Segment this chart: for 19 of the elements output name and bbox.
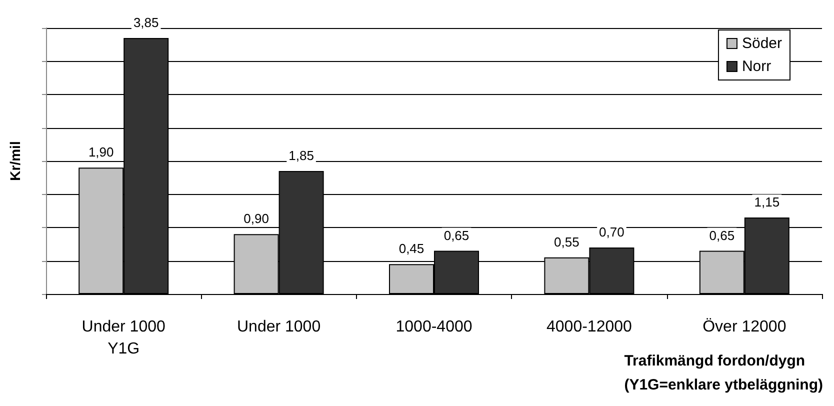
data-label: 1,15 xyxy=(754,194,780,210)
data-label: 1,85 xyxy=(288,148,314,163)
x-axis-title: Trafikmängd fordon/dygn (Y1G=enklare ytbeläggning) xyxy=(624,352,824,394)
data-label: 0,70 xyxy=(599,224,624,240)
data-label: 0,90 xyxy=(244,211,269,226)
data-label: 0,55 xyxy=(554,234,580,250)
y-axis-title: Kr/mil xyxy=(7,141,23,181)
data-label: 0,45 xyxy=(398,241,424,256)
x-tick-label: Under 1000 xyxy=(236,318,321,336)
x-tick-label: Under 1000 Y1G xyxy=(82,318,166,358)
data-label: 0,65 xyxy=(709,228,735,243)
x-tick-label: Över 12000 xyxy=(702,318,786,336)
x-tick-label: 4000-12000 xyxy=(546,318,632,336)
data-label: 1,90 xyxy=(88,144,114,160)
data-label: 3,85 xyxy=(133,14,159,30)
data-label: 0,65 xyxy=(444,228,470,243)
legend-label: Norr xyxy=(742,58,772,75)
x-tick-label: 1000-4000 xyxy=(396,318,472,336)
legend-label: Söder xyxy=(742,35,782,52)
